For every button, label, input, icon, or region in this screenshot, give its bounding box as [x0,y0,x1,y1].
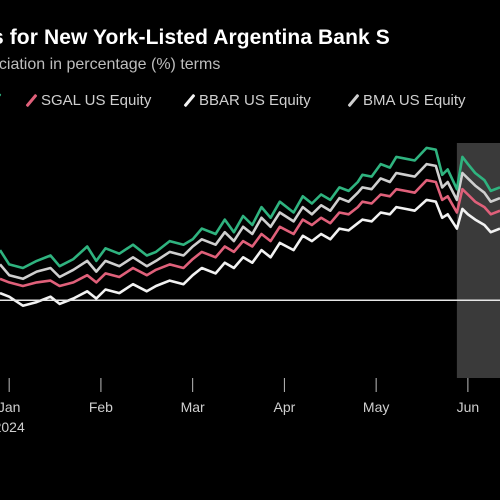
x-tick-label: Jan [0,399,20,415]
chart-title: s for New York-Listed Argentina Bank S [0,26,390,49]
chart-subtitle: eciation in percentage (%) terms [0,56,221,73]
x-tick-label: May [363,399,389,415]
legend-swatch-icon [0,92,2,107]
x-axis: Jan 2024 Feb Mar Apr May Jun [0,378,479,435]
x-tick-label: Apr [274,399,296,415]
legend-item-series-1 [0,92,5,107]
series-line-series-1 [0,146,500,270]
legend-label: BMA US Equity [363,92,466,109]
legend-label: BBAR US Equity [199,92,311,109]
legend-item-bma: BMA US Equity [347,92,466,109]
series-line-bma [0,162,500,281]
x-tick-label: Feb [89,399,113,415]
legend-item-sgal: SGAL US Equity [25,92,152,109]
legend-label: SGAL US Equity [41,92,152,109]
series-line-sgal [0,178,500,288]
highlight-band [456,143,500,378]
x-tick-label: Mar [181,399,205,415]
series-line-bbar [0,198,500,308]
series-lines [0,146,500,308]
x-tick-label: Jun [457,399,480,415]
x-tick-year-label: 2024 [0,419,25,435]
legend-item-bbar: BBAR US Equity [183,92,311,109]
